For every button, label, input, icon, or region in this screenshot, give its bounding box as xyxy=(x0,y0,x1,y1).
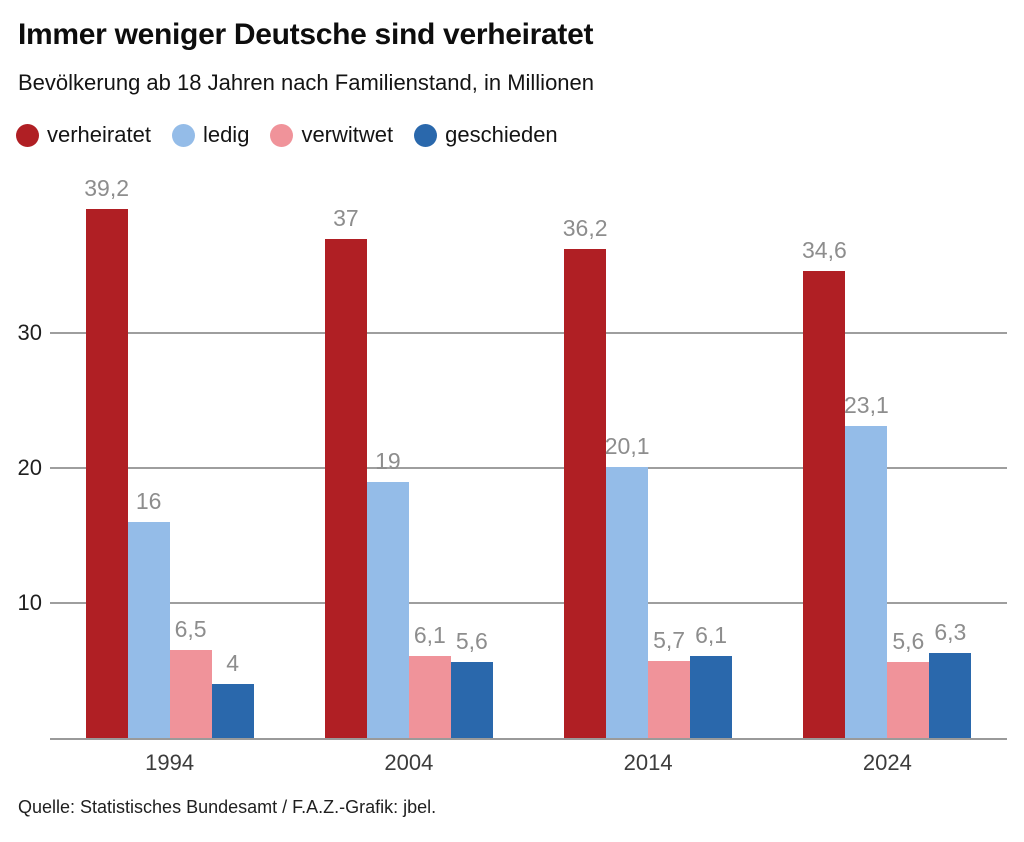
x-axis-label-2024: 2024 xyxy=(862,750,912,775)
bar-value-verheiratet-1994: 39,2 xyxy=(84,174,129,201)
bar-value-ledig-2004: 19 xyxy=(375,447,401,474)
bar-value-verwitwet-2004: 6,1 xyxy=(413,621,446,648)
bar-verwitwet-1994 xyxy=(169,650,212,738)
legend-item-verheiratet: verheiratet xyxy=(16,122,151,148)
bar-ledig-2014 xyxy=(606,466,649,738)
gridline-10 xyxy=(50,602,1007,604)
y-tick-label-30: 30 xyxy=(17,320,42,345)
chart-title: Immer weniger Deutsche sind verheiratet xyxy=(18,18,594,51)
bar-value-ledig-2024: 23,1 xyxy=(843,392,889,419)
bar-value-verheiratet-2014: 36,2 xyxy=(562,215,608,242)
x-axis-label-2004: 2004 xyxy=(384,750,434,775)
bar-value-verwitwet-2024: 5,6 xyxy=(892,628,925,655)
bar-value-geschieden-2004: 5,6 xyxy=(455,628,488,655)
y-tick-label-20: 20 xyxy=(17,455,42,480)
bar-geschieden-1994 xyxy=(211,684,254,738)
legend-label: verwitwet xyxy=(301,122,394,147)
bar-ledig-1994 xyxy=(127,522,170,738)
y-tick-label-10: 10 xyxy=(17,590,42,615)
bar-verwitwet-2004 xyxy=(408,655,451,738)
bar-verwitwet-2024 xyxy=(887,662,930,738)
legend-swatch-icon xyxy=(171,123,195,147)
bar-value-verwitwet-2014: 5,7 xyxy=(653,627,686,654)
legend-item-geschieden: geschieden xyxy=(414,122,558,148)
legend-item-verwitwet: verwitwet xyxy=(270,122,393,148)
x-axis-label-2014: 2014 xyxy=(623,750,673,775)
bar-value-geschieden-2024: 6,3 xyxy=(934,618,967,645)
bar-value-verheiratet-2004: 37 xyxy=(333,204,359,231)
legend-label: ledig xyxy=(202,122,250,147)
x-axis-label-1994: 1994 xyxy=(145,750,195,775)
source-note: Quelle: Statistisches Bundesamt / F.A.Z.… xyxy=(18,797,437,817)
legend-label: verheiratet xyxy=(47,122,151,147)
bar-verwitwet-2014 xyxy=(648,661,691,738)
bar-geschieden-2014 xyxy=(690,655,733,738)
bar-verheiratet-2004 xyxy=(324,238,367,738)
legend-label: geschieden xyxy=(445,122,558,147)
gridline-20 xyxy=(50,467,1007,469)
x-axis-line xyxy=(50,738,1007,740)
bar-value-geschieden-2014: 6,1 xyxy=(695,621,728,648)
bar-ledig-2004 xyxy=(366,481,409,738)
bar-verheiratet-2024 xyxy=(803,270,846,738)
legend-swatch-icon xyxy=(16,123,39,147)
legend-swatch-icon xyxy=(270,123,294,147)
legend-swatch-icon xyxy=(414,123,438,147)
bar-ledig-2024 xyxy=(845,426,888,738)
bar-verheiratet-2014 xyxy=(564,249,607,738)
chart-subtitle: Bevölkerung ab 18 Jahren nach Familienst… xyxy=(18,70,595,95)
bar-geschieden-2004 xyxy=(450,662,493,738)
bar-value-verwitwet-1994: 6,5 xyxy=(174,616,207,643)
gridline-30 xyxy=(50,332,1007,334)
bar-value-ledig-1994: 16 xyxy=(135,488,162,514)
bar-value-ledig-2014: 20,1 xyxy=(604,432,650,459)
bar-value-verheiratet-2024: 34,6 xyxy=(801,236,847,263)
bar-value-geschieden-1994: 4 xyxy=(226,650,240,676)
legend: verheiratet ledig verwitwet geschieden xyxy=(16,122,558,148)
bar-verheiratet-1994 xyxy=(85,208,128,738)
legend-item-ledig: ledig xyxy=(171,122,250,148)
bar-geschieden-2024 xyxy=(929,652,972,738)
